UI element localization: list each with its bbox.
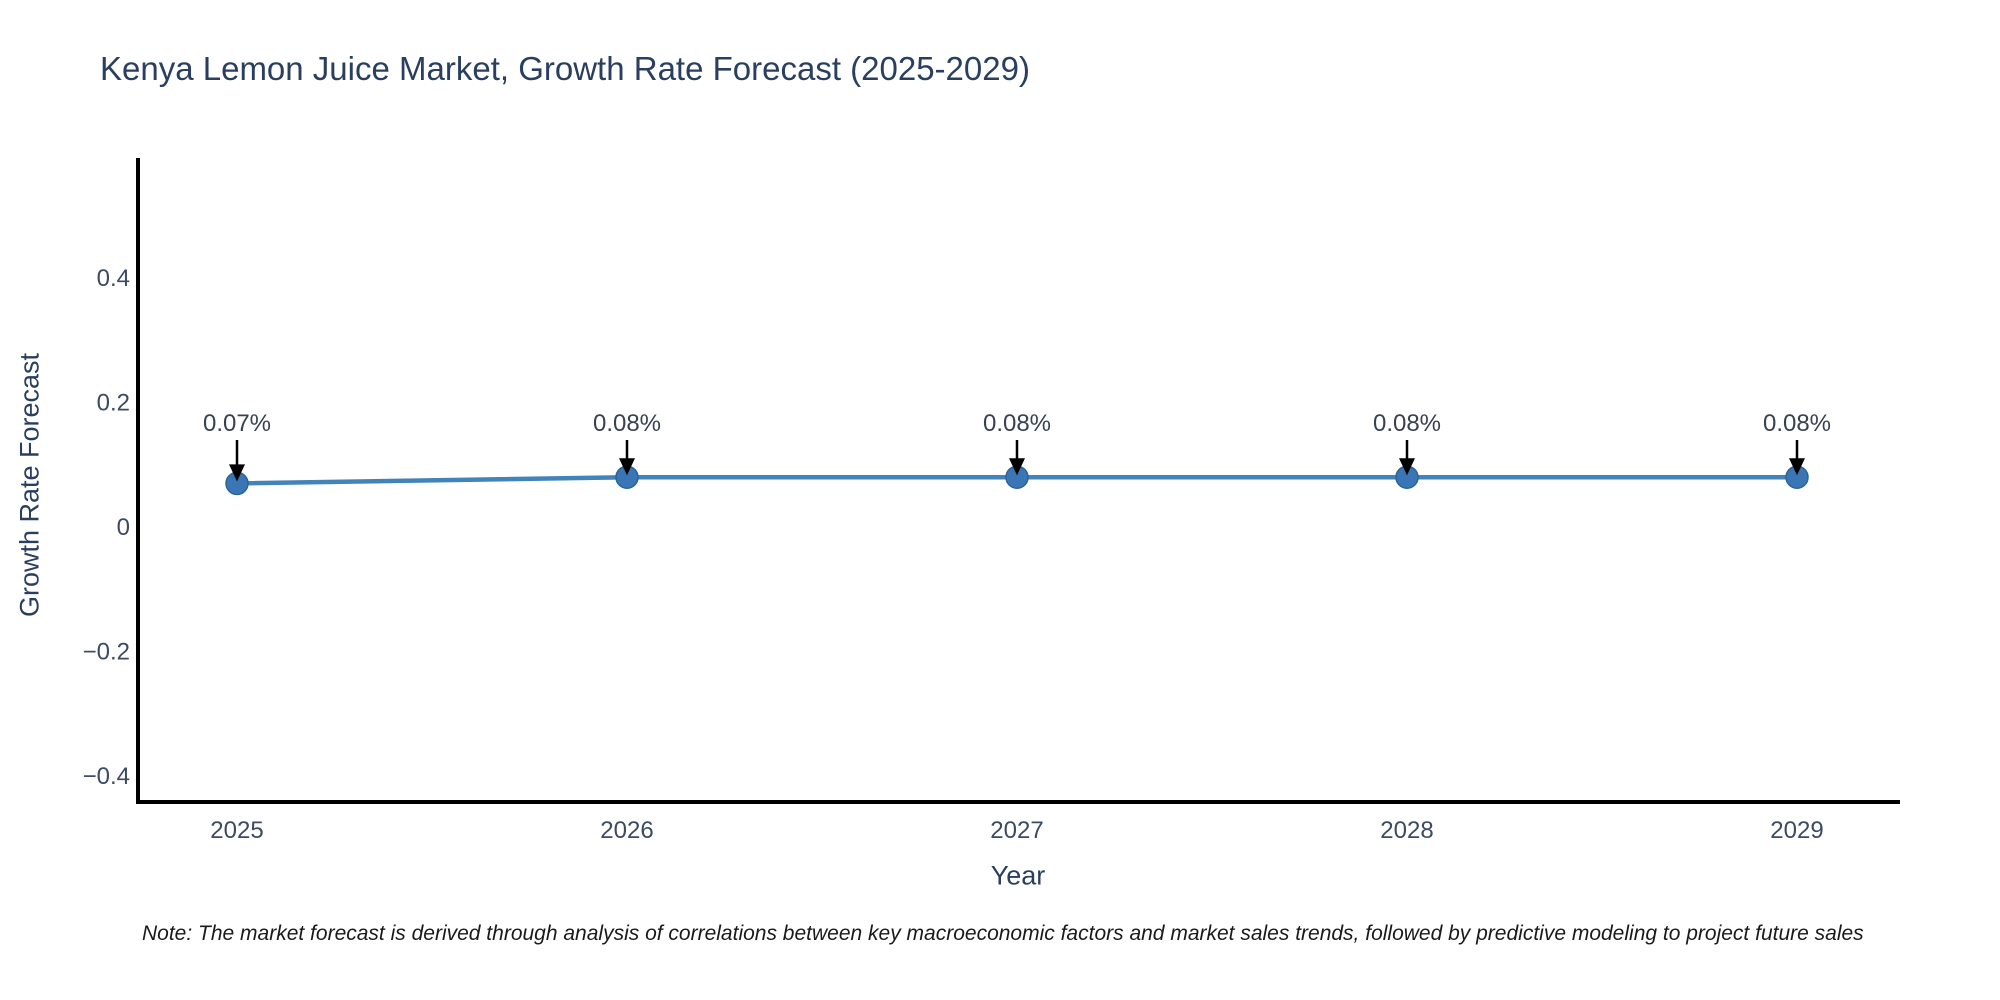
y-tick-label: 0.4 — [97, 265, 130, 292]
x-tick-label: 2025 — [210, 817, 263, 844]
annotation-arrow-head-icon — [1009, 458, 1025, 476]
point-label: 0.08% — [1373, 410, 1441, 437]
annotation-arrow-head-icon — [1789, 458, 1805, 476]
y-tick-label: 0 — [117, 514, 130, 541]
x-tick-label: 2027 — [990, 817, 1043, 844]
y-tick-label: 0.2 — [97, 390, 130, 417]
point-label: 0.07% — [203, 410, 271, 437]
annotation-arrow-head-icon — [1399, 458, 1415, 476]
x-tick-label: 2026 — [600, 817, 653, 844]
footnote: Note: The market forecast is derived thr… — [142, 922, 1864, 945]
chart-title: Kenya Lemon Juice Market, Growth Rate Fo… — [100, 50, 1030, 87]
x-tick-label: 2028 — [1380, 817, 1433, 844]
y-tick-label: −0.4 — [83, 763, 130, 790]
x-tick-label: 2029 — [1770, 817, 1823, 844]
point-label: 0.08% — [983, 410, 1051, 437]
annotation-arrow-head-icon — [229, 464, 245, 482]
annotation-arrow-head-icon — [619, 458, 635, 476]
point-label: 0.08% — [593, 410, 661, 437]
y-tick-label: −0.2 — [83, 639, 130, 666]
point-label: 0.08% — [1763, 410, 1831, 437]
x-axis-title: Year — [990, 860, 1046, 891]
